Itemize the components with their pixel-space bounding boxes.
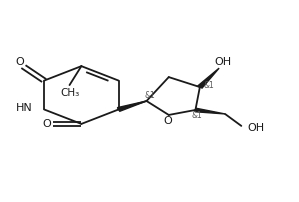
Polygon shape bbox=[117, 101, 147, 111]
Text: O: O bbox=[164, 116, 172, 125]
Text: &1: &1 bbox=[192, 111, 202, 120]
Text: HN: HN bbox=[16, 103, 33, 114]
Text: O: O bbox=[42, 119, 51, 129]
Text: &1: &1 bbox=[145, 90, 155, 100]
Polygon shape bbox=[198, 68, 219, 88]
Text: &1: &1 bbox=[203, 81, 214, 89]
Text: O: O bbox=[16, 57, 24, 67]
Polygon shape bbox=[195, 108, 225, 114]
Text: OH: OH bbox=[214, 57, 231, 67]
Text: OH: OH bbox=[248, 123, 265, 133]
Text: CH₃: CH₃ bbox=[60, 88, 79, 98]
